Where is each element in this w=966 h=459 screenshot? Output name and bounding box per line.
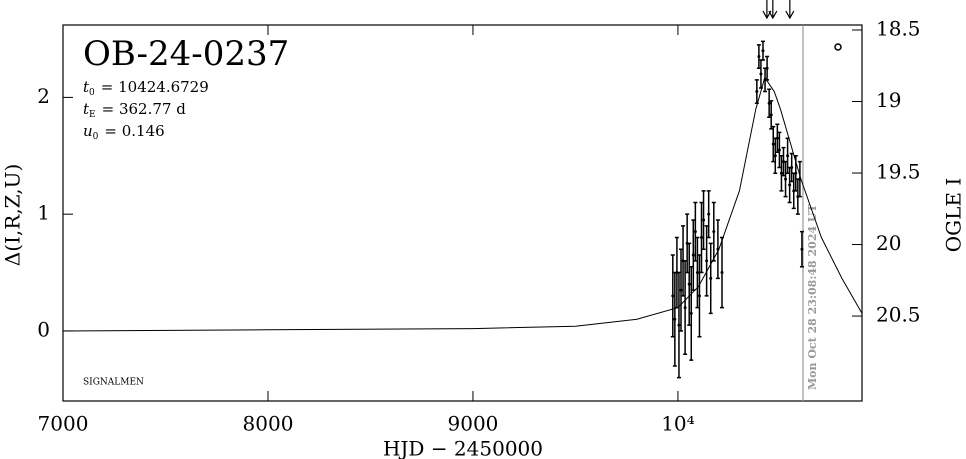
alert-arrow bbox=[768, 0, 778, 20]
data-point bbox=[757, 55, 761, 59]
data-point bbox=[695, 271, 699, 275]
data-point bbox=[761, 49, 765, 53]
data-point bbox=[777, 148, 781, 152]
data-point bbox=[712, 230, 716, 234]
x-tick-label: 7000 bbox=[38, 412, 89, 436]
data-point bbox=[705, 259, 709, 263]
data-point bbox=[790, 165, 794, 169]
data-point bbox=[784, 177, 788, 181]
y-tick-label: 2 bbox=[37, 84, 50, 108]
parameter-subscript: 0 bbox=[89, 88, 95, 98]
data-point bbox=[671, 294, 675, 298]
model-curve bbox=[63, 76, 862, 332]
y-tick-label: 1 bbox=[37, 201, 50, 225]
data-point bbox=[720, 271, 724, 275]
parameter-subscript: 0 bbox=[93, 132, 99, 142]
parameter: tE = 362.77 d bbox=[83, 100, 186, 120]
data-point bbox=[679, 288, 683, 292]
y2-tick-label: 20 bbox=[876, 231, 901, 255]
data-point bbox=[689, 311, 693, 315]
data-point bbox=[779, 171, 783, 175]
x-tick-label: 9000 bbox=[448, 412, 499, 436]
data-point bbox=[771, 142, 775, 146]
data-point bbox=[687, 282, 691, 286]
y-axis-label: Δ(I,R,Z,U) bbox=[1, 164, 25, 266]
data-point bbox=[673, 317, 677, 321]
plot-area bbox=[63, 40, 862, 379]
x-tick-label: 10⁴ bbox=[661, 412, 694, 436]
data-point bbox=[755, 90, 759, 94]
alert-arrow bbox=[785, 0, 795, 20]
parameter-value: = 0.146 bbox=[104, 122, 164, 140]
parameter: t0 = 10424.6729 bbox=[83, 78, 209, 98]
parameter-symbol: t bbox=[83, 100, 90, 118]
data-point bbox=[693, 230, 697, 234]
symbol bbox=[834, 43, 842, 51]
alert-arrow bbox=[762, 0, 772, 20]
y2-tick-label: 19 bbox=[876, 88, 901, 112]
data-point bbox=[788, 183, 792, 187]
data-point bbox=[700, 236, 704, 240]
data-point bbox=[707, 212, 711, 216]
now-label: Mon Oct 28 23:08:48 2024 UT bbox=[806, 203, 819, 390]
data-point bbox=[769, 113, 773, 117]
data-point bbox=[786, 154, 790, 158]
data-point bbox=[775, 136, 779, 140]
data-point bbox=[767, 101, 771, 105]
parameter-subscript: E bbox=[89, 110, 96, 120]
data-point bbox=[677, 323, 681, 327]
data-point bbox=[773, 154, 777, 158]
data-point bbox=[798, 177, 802, 181]
x-tick-label: 8000 bbox=[243, 412, 294, 436]
x-axis-label: HJD − 2450000 bbox=[383, 437, 543, 459]
y-tick-label: 0 bbox=[37, 317, 50, 341]
y2-axis-label: OGLE I bbox=[942, 178, 966, 253]
data-point bbox=[697, 294, 701, 298]
data-point bbox=[800, 247, 804, 251]
parameter-value: = 362.77 d bbox=[102, 100, 187, 118]
data-point bbox=[702, 218, 706, 222]
y2-tick-label: 18.5 bbox=[876, 17, 921, 41]
parameter-symbol: t bbox=[83, 78, 90, 96]
plot-frame bbox=[62, 24, 863, 402]
data-point bbox=[794, 171, 798, 175]
data-point bbox=[683, 306, 687, 310]
data-point bbox=[691, 253, 695, 257]
data-point bbox=[759, 72, 763, 76]
parameter: u0 = 0.146 bbox=[83, 122, 165, 142]
parameter-symbol: u bbox=[83, 122, 93, 140]
data-point bbox=[709, 276, 713, 280]
parameter-value: = 10424.6729 bbox=[101, 78, 209, 96]
data-point bbox=[716, 247, 720, 251]
data-point bbox=[765, 66, 769, 70]
y2-tick-label: 19.5 bbox=[876, 160, 921, 184]
y2-tick-label: 20.5 bbox=[876, 303, 921, 327]
chart-title: OB-24-0237 bbox=[83, 34, 289, 74]
annotation: SIGNALMEN bbox=[83, 378, 144, 388]
